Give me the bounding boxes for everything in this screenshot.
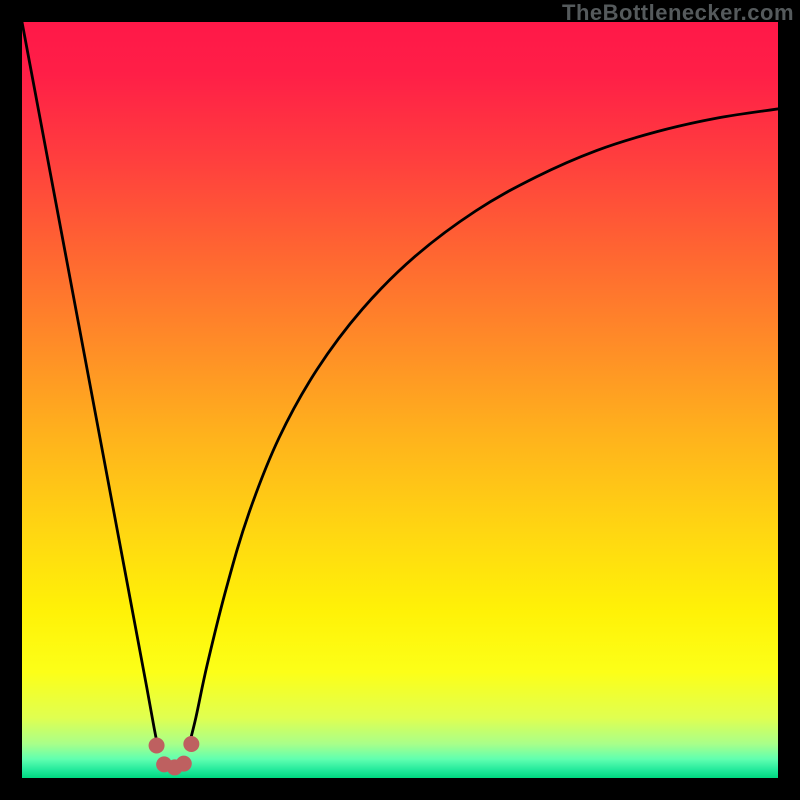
bottleneck-chart <box>0 0 800 800</box>
frame-border-left <box>0 0 22 800</box>
trough-marker <box>149 737 165 753</box>
frame-border-bottom <box>0 778 800 800</box>
gradient-background <box>22 22 778 778</box>
watermark-text: TheBottlenecker.com <box>562 0 794 26</box>
trough-marker <box>183 736 199 752</box>
frame-border-right <box>778 0 800 800</box>
trough-marker <box>176 756 192 772</box>
